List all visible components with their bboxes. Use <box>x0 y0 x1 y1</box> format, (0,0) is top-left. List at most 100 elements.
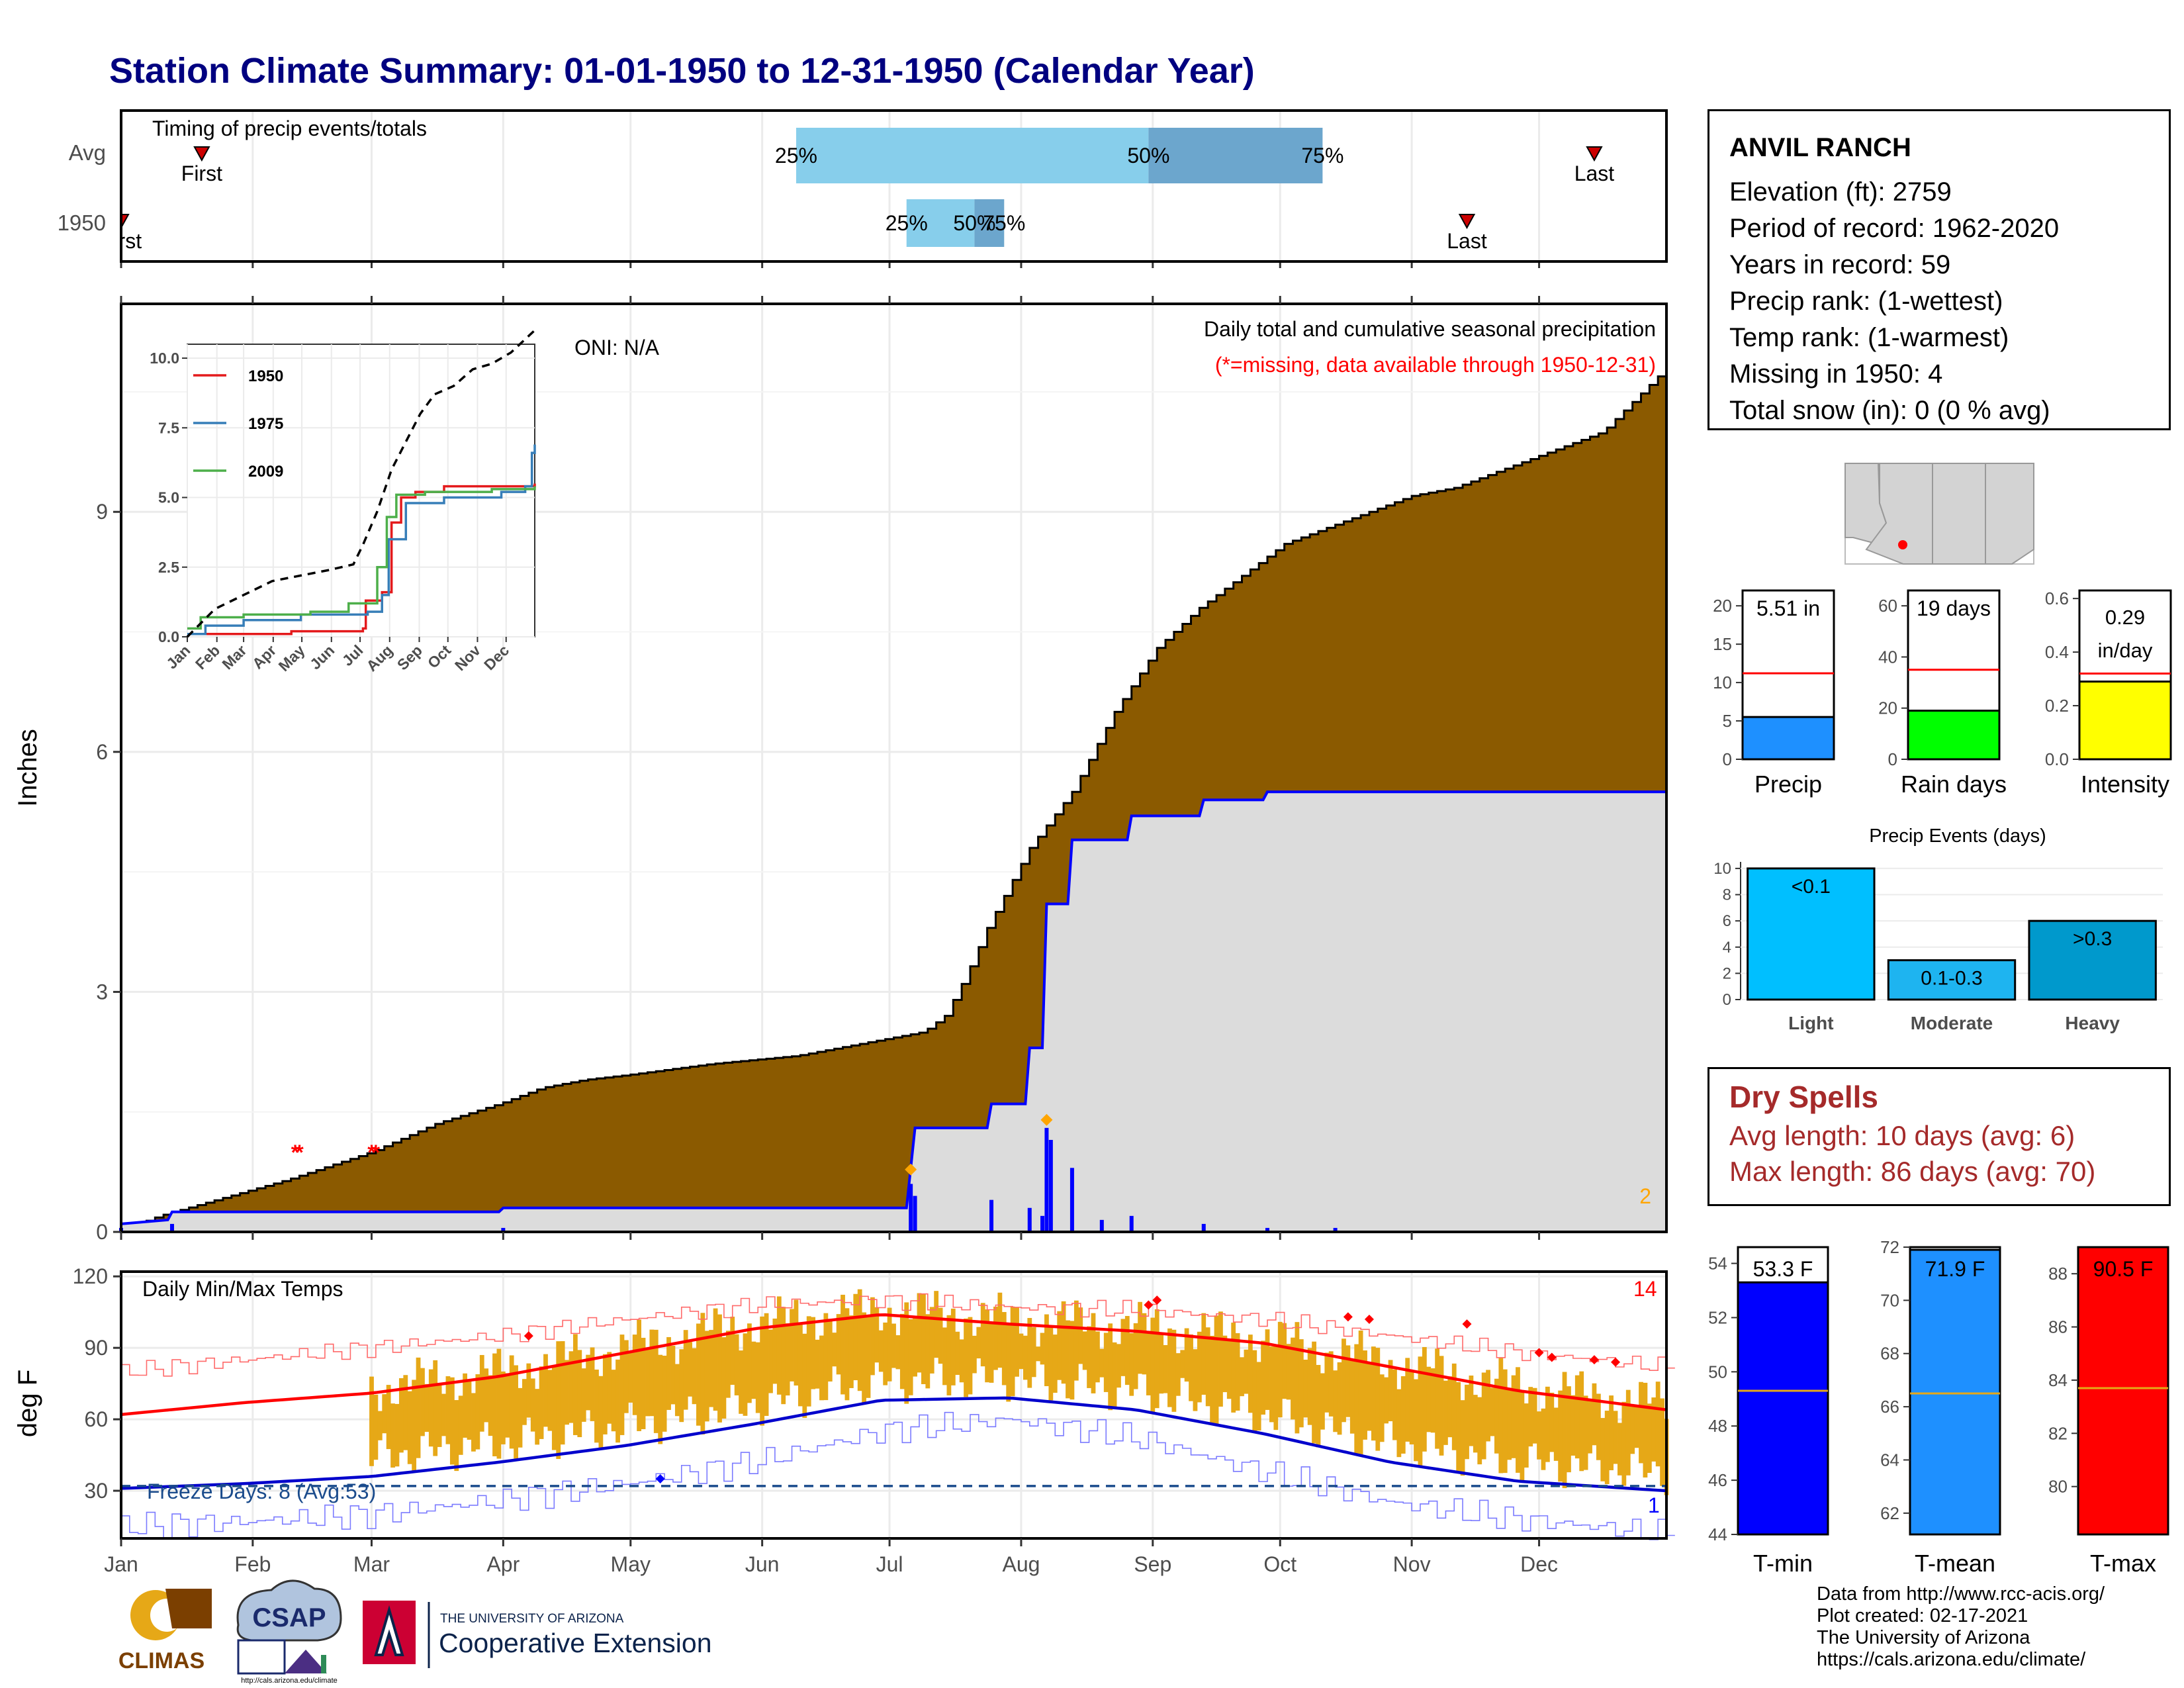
station-info-box: ANVIL RANCH Elevation (ft): 2759 Period … <box>1707 109 2171 430</box>
daily-temp-bar <box>848 1315 854 1388</box>
daily-temp-bar <box>1451 1363 1457 1450</box>
daily-temp-bar <box>382 1394 387 1434</box>
daily-temp-bar <box>1303 1360 1308 1418</box>
first-marker <box>193 146 210 162</box>
csap-logo: CSAP http://cals.arizona.edu/climate <box>236 1579 342 1685</box>
month-label: Sep <box>1134 1552 1171 1576</box>
event-bar <box>1887 959 2017 1001</box>
daily-temp-bar <box>1175 1353 1181 1396</box>
daily-temp-bar <box>1528 1387 1533 1447</box>
daily-precip-bar <box>1040 1215 1045 1232</box>
daily-temp-bar <box>1328 1351 1334 1417</box>
daily-temp-bar <box>913 1317 917 1377</box>
daily-temp-bar <box>980 1303 985 1367</box>
credit-website: https://cals.arizona.edu/climate/ <box>1817 1649 2086 1670</box>
daily-temp-bar <box>1057 1311 1062 1380</box>
daily-temp-bar <box>1171 1329 1177 1412</box>
daily-temp-bar <box>1036 1346 1041 1362</box>
daily-temp-bar <box>1396 1389 1402 1458</box>
info-missing: Missing in 1950: 4 <box>1729 359 1943 389</box>
daily-temp-bar <box>1414 1379 1418 1462</box>
temp-bar-tick-label: 80 <box>2048 1477 2068 1497</box>
daily-temp-bar <box>1490 1387 1495 1436</box>
daily-temp-bar <box>1435 1348 1439 1449</box>
daily-temp-bar <box>721 1337 727 1419</box>
daily-temp-bar <box>458 1395 463 1455</box>
daily-temp-bar <box>836 1314 841 1375</box>
daily-temp-bar <box>1066 1320 1070 1399</box>
last-label: Last <box>1447 229 1487 253</box>
inset-y-tick-label: 5.0 <box>158 489 179 506</box>
daily-temp-bar <box>1298 1339 1304 1428</box>
missing-marker: * <box>367 1141 376 1164</box>
daily-temp-bar <box>509 1355 514 1449</box>
month-label: Oct <box>1263 1552 1297 1576</box>
daily-temp-bar <box>1286 1344 1291 1400</box>
timing-row-label-year: 1950 <box>58 211 106 235</box>
daily-temp-bar <box>594 1370 599 1443</box>
daily-temp-bar <box>823 1313 829 1401</box>
daily-temp-bar <box>1553 1407 1559 1461</box>
daily-temp-bar <box>488 1375 493 1436</box>
daily-temp-bar <box>611 1370 616 1432</box>
daily-temp-bar <box>1422 1346 1427 1452</box>
daily-temp-bar <box>1570 1395 1576 1456</box>
daily-temp-bar <box>815 1339 820 1389</box>
small-bar-tick-label: 20 <box>1713 596 1732 616</box>
temp-bar-tick-label: 86 <box>2048 1317 2068 1337</box>
daily-temp-bar <box>1354 1344 1359 1455</box>
daily-temp-bar <box>471 1393 476 1452</box>
daily-temp-bar <box>658 1354 663 1444</box>
temp-bar-value <box>1909 1248 2001 1536</box>
daily-temp-bar <box>623 1340 629 1413</box>
daily-temp-bar <box>1269 1346 1274 1423</box>
small-bar-label: Precip <box>1754 771 1822 798</box>
daily-temp-bar <box>1379 1374 1385 1442</box>
daily-temp-bar <box>373 1394 379 1460</box>
daily-temp-bar <box>1210 1336 1215 1425</box>
daily-temp-bar <box>1240 1357 1244 1397</box>
daily-temp-bar <box>964 1318 968 1397</box>
daily-precip-bar <box>1333 1227 1338 1232</box>
daily-temp-bar <box>1621 1401 1627 1486</box>
first-label: First <box>101 229 142 253</box>
missing-marker: * <box>291 1141 300 1164</box>
daily-temp-bar <box>725 1331 731 1398</box>
daily-temp-bar <box>615 1359 620 1443</box>
quartile-bar-upper <box>974 199 1005 247</box>
missing-marker: * <box>295 1141 304 1164</box>
daily-temp-bar <box>827 1319 833 1382</box>
daily-temp-bar <box>1146 1331 1151 1395</box>
temp-min-count: 1 <box>1648 1493 1660 1517</box>
daily-temp-bar <box>539 1366 544 1439</box>
max-event-marker <box>1040 1113 1053 1126</box>
daily-temp-bar <box>1082 1331 1087 1370</box>
daily-temp-bar <box>572 1334 578 1435</box>
small-bar-tick-label: 15 <box>1713 634 1732 654</box>
daily-temp-bar <box>908 1319 913 1395</box>
daily-temp-bar <box>1324 1352 1330 1413</box>
daily-temp-bar <box>929 1307 934 1374</box>
record-low-marker <box>655 1474 665 1484</box>
max-event-marker <box>905 1163 917 1176</box>
last-marker <box>1586 146 1603 162</box>
cooperative-extension: Cooperative Extension <box>439 1628 712 1658</box>
csap-url: http://cals.arizona.edu/climate <box>241 1677 338 1685</box>
daily-precip-bar <box>1027 1207 1032 1232</box>
daily-temp-bar <box>1494 1378 1499 1454</box>
daily-temp-bar <box>1392 1369 1397 1440</box>
daily-temp-bar <box>1430 1368 1435 1433</box>
daily-temp-bar <box>637 1319 642 1431</box>
small-bar-value-label: 0.29 <box>2105 606 2145 629</box>
daily-temp-bar <box>607 1352 612 1424</box>
daily-temp-bar <box>433 1360 438 1456</box>
credit-data-source: Data from http://www.rcc-acis.org/ <box>1817 1583 2105 1605</box>
timing-row-label-avg: Avg <box>69 140 106 165</box>
daily-temp-bar <box>484 1368 489 1423</box>
temp-bar-tick-label: 50 <box>1708 1362 1727 1382</box>
daily-temp-bar <box>602 1354 608 1434</box>
daily-temp-bar <box>662 1355 667 1432</box>
daily-temp-bar <box>1099 1348 1105 1378</box>
daily-temp-bar <box>569 1351 574 1423</box>
daily-temp-bar <box>709 1330 714 1407</box>
